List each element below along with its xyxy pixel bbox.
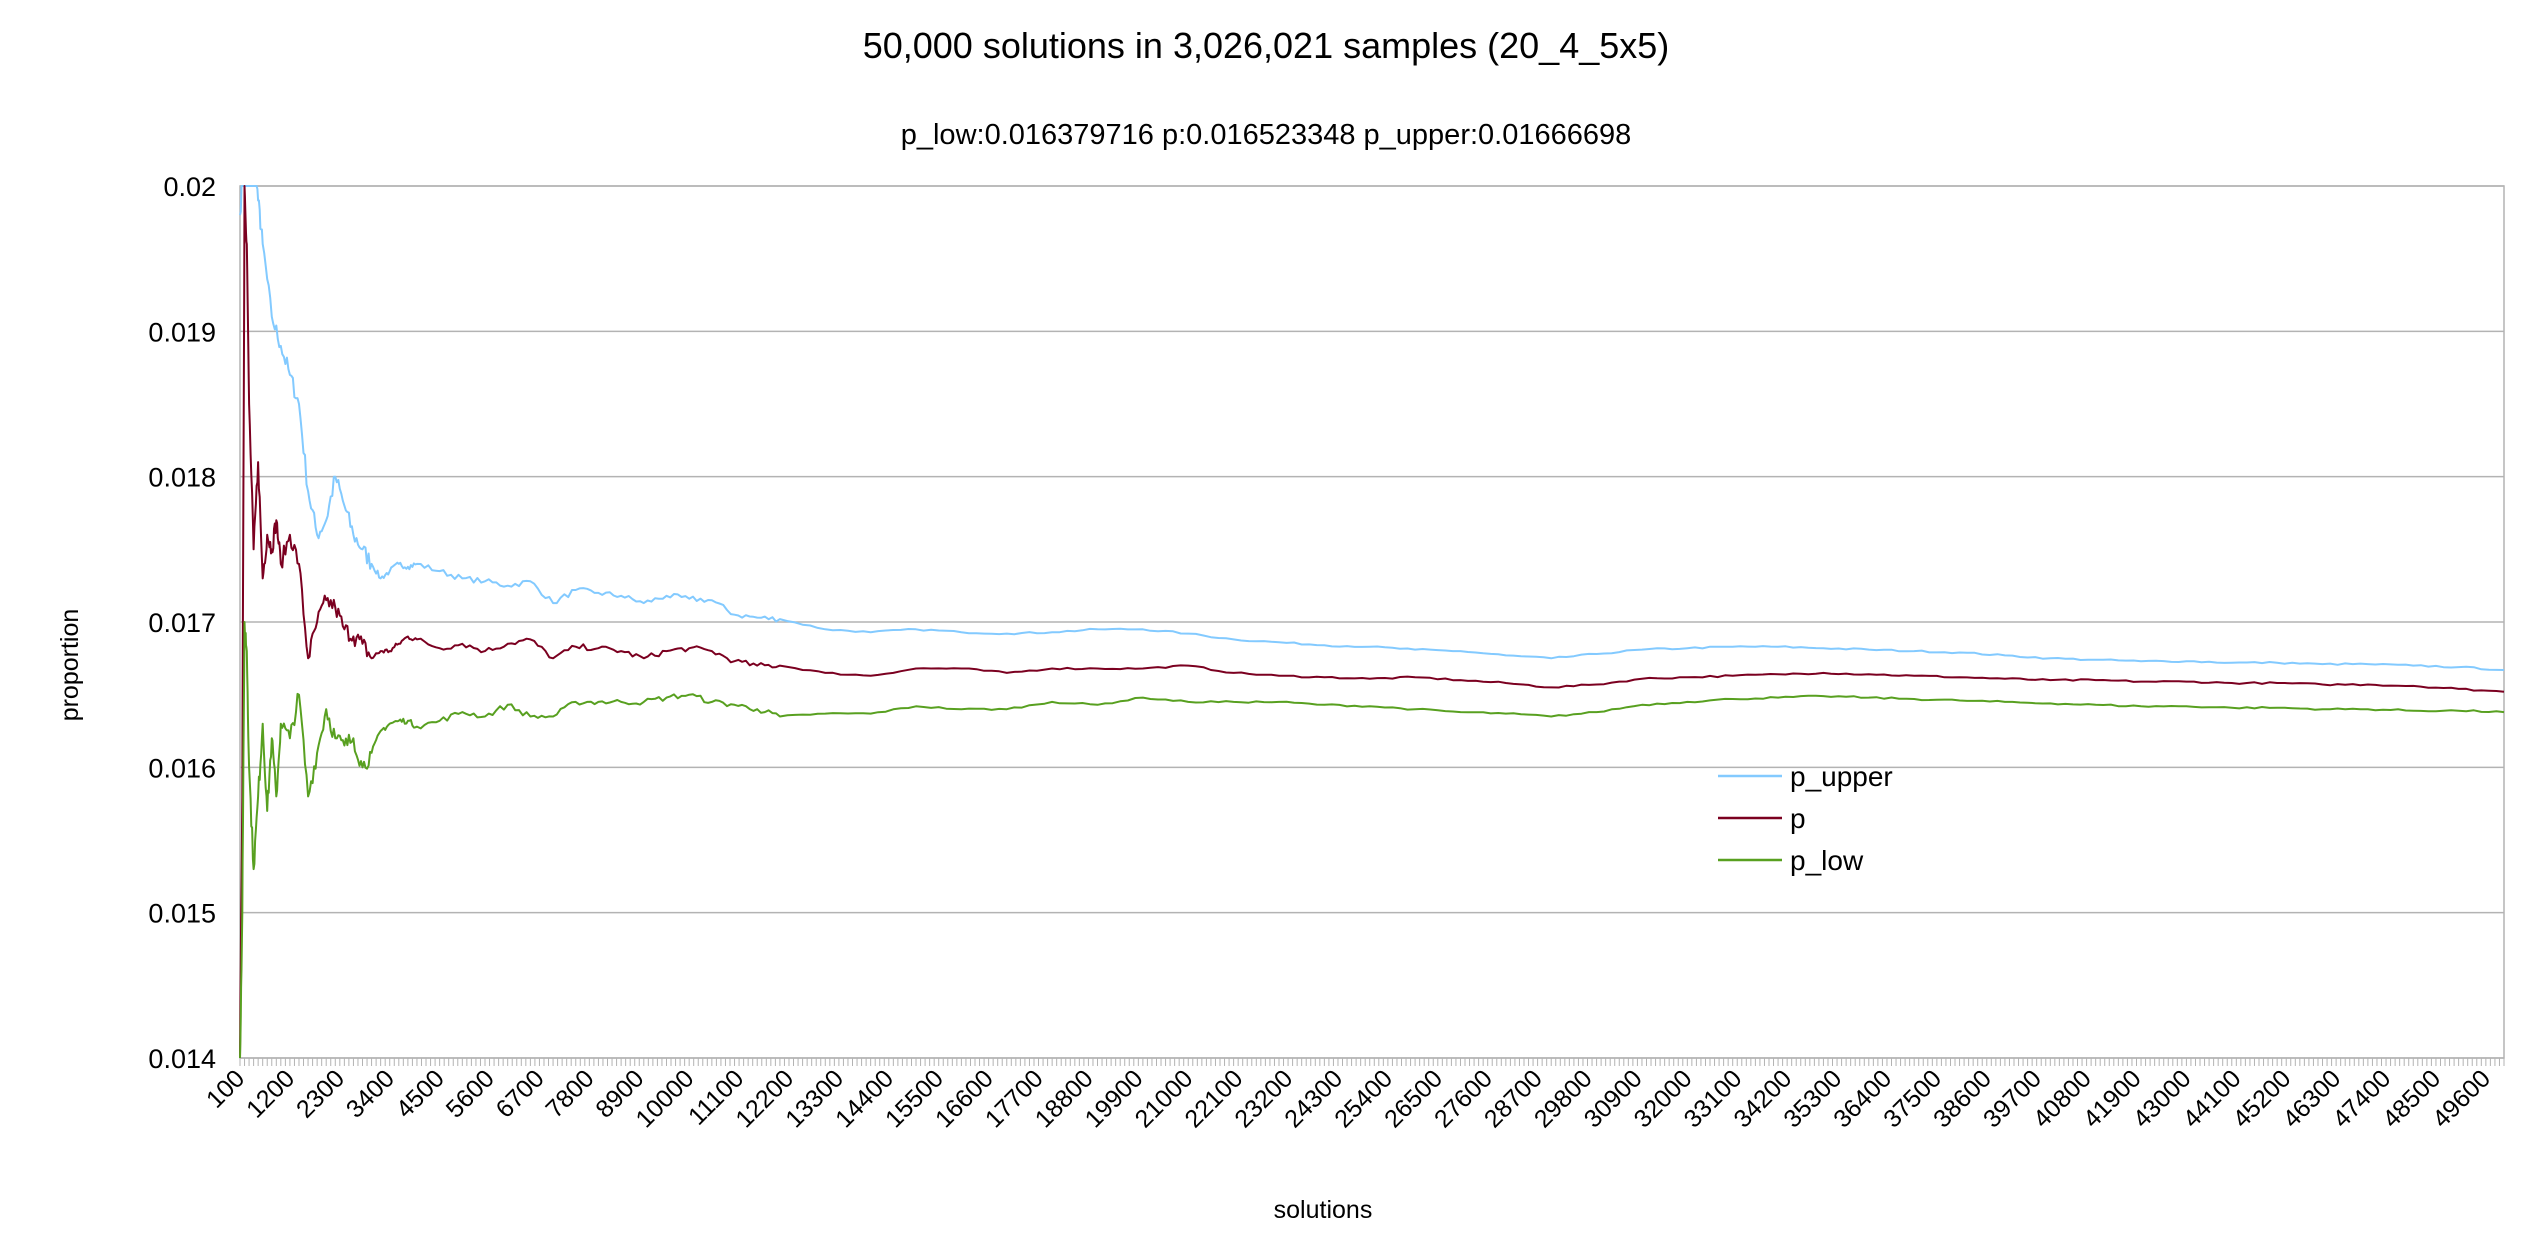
legend-label-p-low: p_low [1790, 845, 1864, 876]
x-tick-label: 6700 [491, 1064, 550, 1123]
legend-label-p: p [1790, 803, 1806, 834]
y-tick-label: 0.019 [148, 317, 216, 347]
y-tick-label: 0.016 [148, 753, 216, 783]
y-tick-label: 0.02 [163, 172, 216, 202]
grid-lines [240, 185, 2504, 1059]
x-tick-label: 5600 [441, 1064, 500, 1123]
y-tick-labels: 0.014 0.015 0.016 0.017 0.018 0.019 0.02 [148, 172, 216, 1074]
x-tick-label: 4500 [391, 1064, 450, 1123]
y-axis-label: proportion [56, 609, 84, 722]
x-tick-labels: 1001200230034004500560067007800890010000… [201, 1064, 2496, 1133]
series-line-p [239, 185, 2505, 1059]
y-tick-label: 0.017 [148, 608, 216, 638]
x-tick-label: 7800 [540, 1064, 599, 1123]
plot-area [239, 185, 2505, 1059]
x-axis-label: solutions [1274, 1196, 1373, 1224]
x-tick-label: 10000 [630, 1064, 699, 1133]
x-tick-label: 2300 [291, 1064, 350, 1123]
y-tick-label: 0.015 [148, 899, 216, 929]
chart-subtitle: p_low:0.016379716 p:0.016523348 p_upper:… [901, 119, 1632, 151]
x-tick-label: 1200 [241, 1064, 300, 1123]
x-tick-label: 49600 [2427, 1064, 2496, 1133]
series-line-p-upper [239, 185, 2505, 671]
chart-title: 50,000 solutions in 3,026,021 samples (2… [863, 25, 1670, 66]
y-tick-label: 0.014 [148, 1044, 216, 1074]
y-tick-label: 0.018 [148, 463, 216, 493]
x-tick-label: 3400 [341, 1064, 400, 1123]
series-line-p-low [239, 621, 2505, 1059]
series-layer [239, 185, 2505, 1059]
x-minor-ticks [239, 1058, 2505, 1066]
legend-label-p-upper: p_upper [1790, 761, 1893, 792]
